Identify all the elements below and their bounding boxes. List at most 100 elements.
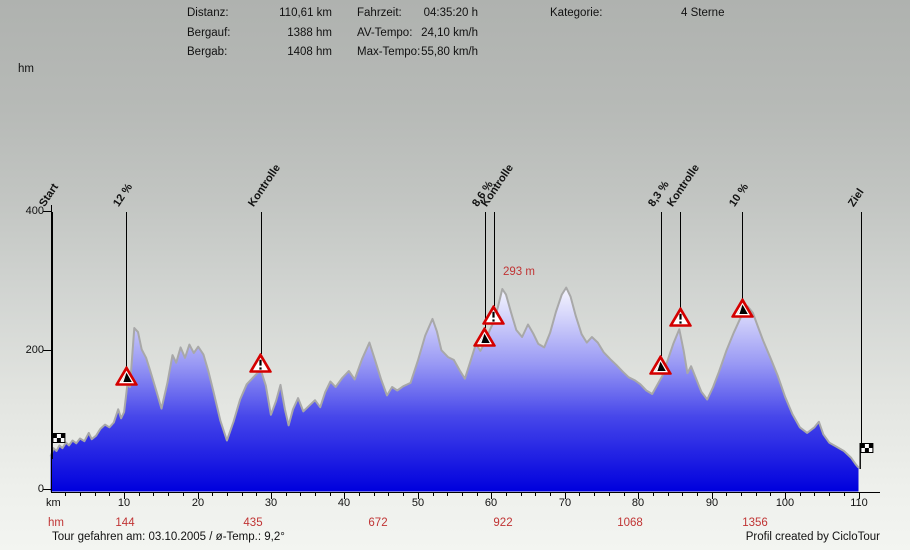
x-minor-tick xyxy=(697,493,698,496)
x-minor-tick xyxy=(814,493,815,496)
control-warning-icon xyxy=(482,305,505,330)
marker-line xyxy=(261,212,262,354)
steep-gradient-warning-icon xyxy=(649,355,672,380)
fahrzeit-label: Fahrzeit: xyxy=(357,7,402,19)
x-minor-tick xyxy=(109,493,110,496)
x-minor-tick xyxy=(844,493,845,496)
x-minor-tick xyxy=(535,493,536,496)
cumulative-climb-value: 672 xyxy=(368,517,388,529)
steep-gradient-warning-icon xyxy=(473,327,496,352)
x-major-tick xyxy=(785,493,786,499)
x-minor-tick xyxy=(242,493,243,496)
x-major-tick xyxy=(344,493,345,499)
y-tick-label: 400 xyxy=(25,205,44,217)
x-major-tick xyxy=(124,493,125,499)
x-axis-line xyxy=(51,492,880,493)
bergab-value: 1408 hm xyxy=(287,46,332,58)
ciclotour-credit: Profil created by CicloTour xyxy=(745,531,880,543)
kategorie-label: Kategorie: xyxy=(550,7,603,19)
bergauf-value: 1388 hm xyxy=(287,27,332,39)
x-axis-unit-label: km xyxy=(46,497,61,509)
distanz-value: 110,61 km xyxy=(279,7,332,19)
x-minor-tick xyxy=(668,493,669,496)
fahrzeit-value: 04:35:20 h xyxy=(423,7,478,19)
x-major-tick xyxy=(271,493,272,499)
bergauf-label: Bergauf: xyxy=(187,27,231,39)
x-tick-label: 50 xyxy=(411,497,425,509)
av-tempo-label: AV-Tempo: xyxy=(357,27,413,39)
x-major-tick xyxy=(565,493,566,499)
cumulative-climb-value: 435 xyxy=(243,517,263,529)
control-warning-icon xyxy=(249,353,272,378)
x-minor-tick xyxy=(330,493,331,496)
x-minor-tick xyxy=(741,493,742,496)
marker-line xyxy=(52,212,53,439)
x-tick-label: 10 xyxy=(117,497,131,509)
marker-line xyxy=(126,212,127,367)
y-tick xyxy=(43,350,51,351)
x-minor-tick xyxy=(726,493,727,496)
kategorie-value: 4 Sterne xyxy=(681,7,725,19)
x-minor-tick xyxy=(800,493,801,496)
x-minor-tick xyxy=(286,493,287,496)
x-minor-tick xyxy=(447,493,448,496)
x-minor-tick xyxy=(65,493,66,496)
x-minor-tick xyxy=(506,493,507,496)
marker-line xyxy=(680,212,681,308)
max-tempo-label: Max-Tempo: xyxy=(357,46,421,58)
y-tick xyxy=(43,489,51,490)
x-minor-tick xyxy=(653,493,654,496)
x-minor-tick xyxy=(521,493,522,496)
x-minor-tick xyxy=(550,493,551,496)
x-minor-tick xyxy=(829,493,830,496)
x-minor-tick xyxy=(153,493,154,496)
x-tick-label: 90 xyxy=(705,497,719,509)
x-minor-tick xyxy=(359,493,360,496)
y-axis-line xyxy=(51,205,52,493)
y-axis-unit-label: hm xyxy=(18,63,34,75)
y-tick-label: 200 xyxy=(25,344,44,356)
cumulative-climb-value: 922 xyxy=(493,517,513,529)
x-minor-tick xyxy=(462,493,463,496)
distanz-label: Distanz: xyxy=(187,7,229,19)
x-minor-tick xyxy=(139,493,140,496)
av-tempo-value: 24,10 km/h xyxy=(421,27,478,39)
tour-date-temperature: Tour gefahren am: 03.10.2005 / ø-Temp.: … xyxy=(52,531,285,543)
x-minor-tick xyxy=(95,493,96,496)
x-tick-label: 30 xyxy=(264,497,278,509)
x-major-tick xyxy=(859,493,860,499)
bergab-label: Bergab: xyxy=(187,46,228,58)
peak-elevation-annotation: 293 m xyxy=(503,266,535,278)
steep-gradient-warning-icon xyxy=(115,366,138,391)
finish-flag-icon xyxy=(858,443,874,474)
x-minor-tick xyxy=(682,493,683,496)
control-warning-icon xyxy=(669,307,692,332)
x-minor-tick xyxy=(594,493,595,496)
x-minor-tick xyxy=(183,493,184,496)
x-minor-tick xyxy=(212,493,213,496)
x-minor-tick xyxy=(609,493,610,496)
x-minor-tick xyxy=(300,493,301,496)
x-minor-tick xyxy=(227,493,228,496)
x-tick-label: 20 xyxy=(191,497,205,509)
x-tick-label: 70 xyxy=(558,497,572,509)
x-minor-tick xyxy=(374,493,375,496)
x-minor-tick xyxy=(80,493,81,496)
x-tick-label: 40 xyxy=(337,497,351,509)
steep-gradient-warning-icon xyxy=(731,298,754,323)
x-minor-tick xyxy=(624,493,625,496)
y-tick-label: 0 xyxy=(37,483,44,495)
y-tick xyxy=(43,211,51,212)
x-minor-tick xyxy=(168,493,169,496)
max-tempo-value: 55,80 km/h xyxy=(421,46,478,58)
x-minor-tick xyxy=(579,493,580,496)
x-minor-tick xyxy=(756,493,757,496)
x-tick-label: 110 xyxy=(850,497,868,509)
marker-line xyxy=(494,212,495,306)
x-minor-tick xyxy=(477,493,478,496)
x-major-tick xyxy=(712,493,713,499)
marker-line xyxy=(861,212,862,449)
x-minor-tick xyxy=(770,493,771,496)
